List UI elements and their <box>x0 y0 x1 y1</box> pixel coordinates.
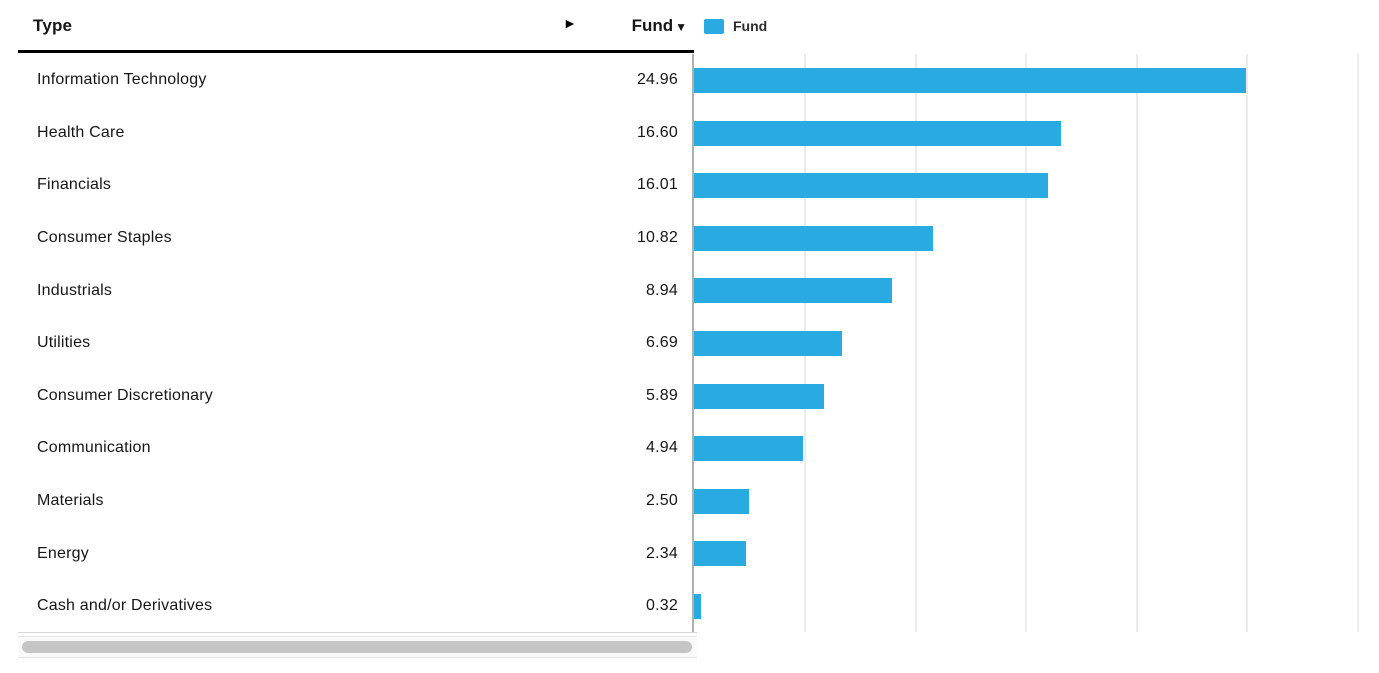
fund-bar <box>694 383 825 409</box>
fund-bar <box>694 68 1246 93</box>
row-fund-value: 5.89 <box>646 386 678 404</box>
fund-bar <box>694 225 934 251</box>
row-fund-value: 16.01 <box>636 176 678 194</box>
fund-bar <box>694 488 750 514</box>
column-header-fund-label: Fund <box>631 16 674 35</box>
legend-label: Fund <box>733 18 768 34</box>
row-type-label: Industrials <box>37 281 113 299</box>
gridline <box>1356 54 1359 632</box>
fund-bar <box>694 594 702 619</box>
row-fund-value: 10.82 <box>636 229 678 247</box>
fund-bar <box>694 120 1061 146</box>
row-fund-value: 6.69 <box>646 334 678 352</box>
table-row: Financials 16.01 <box>18 159 678 212</box>
row-type-label: Consumer Staples <box>37 229 172 247</box>
column-header-fund[interactable]: Fund ▼ <box>555 16 687 36</box>
gridline <box>1025 54 1028 632</box>
table-row: Industrials 8.94 <box>18 264 678 317</box>
fund-bar <box>694 173 1048 199</box>
row-type-label: Utilities <box>37 334 91 352</box>
row-fund-value: 24.96 <box>636 71 678 89</box>
table-row: Consumer Discretionary 5.89 <box>18 370 678 423</box>
table-row: Health Care 16.60 <box>18 107 678 160</box>
expand-columns-icon[interactable]: ► <box>563 15 577 31</box>
gridline <box>914 54 917 632</box>
fund-bar <box>694 541 746 567</box>
row-type-label: Consumer Discretionary <box>37 386 214 404</box>
row-fund-value: 2.50 <box>646 492 678 510</box>
table-row: Communication 4.94 <box>18 422 678 475</box>
row-type-label: Energy <box>37 544 89 562</box>
row-fund-value: 16.60 <box>636 123 678 141</box>
table-row: Cash and/or Derivatives 0.32 <box>18 580 678 633</box>
row-fund-value: 8.94 <box>646 281 678 299</box>
row-type-label: Cash and/or Derivatives <box>37 597 213 615</box>
sort-descending-icon: ▼ <box>675 20 687 34</box>
column-header-type[interactable]: Type <box>33 16 73 35</box>
horizontal-scrollbar[interactable] <box>18 636 697 658</box>
gridline <box>1246 54 1249 632</box>
row-fund-value: 2.34 <box>646 544 678 562</box>
table-row: Consumer Staples 10.82 <box>18 212 678 265</box>
table-bottom-divider <box>18 632 697 633</box>
row-type-label: Health Care <box>37 123 125 141</box>
y-axis-line <box>692 54 694 632</box>
row-fund-value: 4.94 <box>646 439 678 457</box>
table-row: Information Technology 24.96 <box>18 54 678 107</box>
row-type-label: Information Technology <box>37 71 207 89</box>
legend-swatch <box>704 18 724 34</box>
row-type-label: Materials <box>37 492 104 510</box>
sector-table-body: Information Technology 24.96 Health Care… <box>18 54 678 633</box>
row-type-label: Financials <box>37 176 112 194</box>
gridline <box>1135 54 1138 632</box>
fund-bar <box>694 331 842 356</box>
row-fund-value: 0.32 <box>646 597 678 615</box>
fund-bar <box>694 436 804 462</box>
fund-bar <box>694 278 892 304</box>
scrollbar-thumb[interactable] <box>22 641 692 653</box>
row-type-label: Communication <box>37 439 151 457</box>
fund-bar-chart <box>692 54 1379 632</box>
table-row: Energy 2.34 <box>18 527 678 580</box>
table-row: Utilities 6.69 <box>18 317 678 370</box>
header-divider <box>18 50 694 53</box>
legend-item-fund[interactable]: Fund <box>704 18 767 34</box>
table-row: Materials 2.50 <box>18 475 678 528</box>
